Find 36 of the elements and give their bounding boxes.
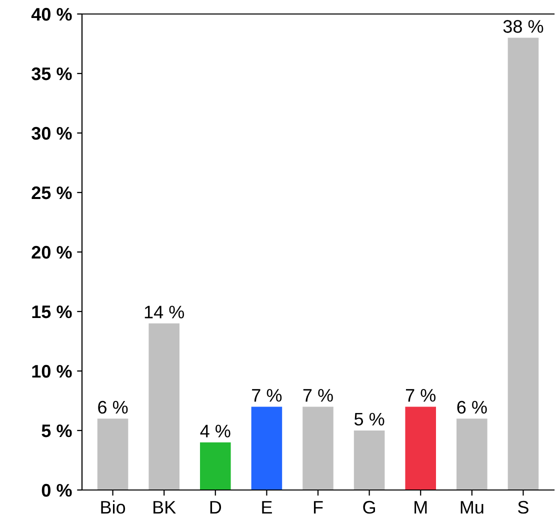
y-tick-label: 35 % (32, 67, 72, 80)
y-tick-label: 40 % (31, 8, 72, 21)
x-tick-label: D (210, 501, 222, 514)
y-tick-label: 15 % (32, 305, 72, 318)
x-tick-label: G (363, 500, 375, 514)
data-label: 6 % (98, 400, 128, 414)
x-tick-label: M (414, 501, 427, 514)
data-label: 4 % (200, 424, 230, 438)
x-tick-label: F (314, 501, 323, 514)
y-tick-label: 25 % (32, 186, 72, 200)
data-label: 6 % (457, 400, 487, 414)
bar (508, 38, 539, 490)
y-tick-label: 0 % (42, 484, 72, 497)
bar (302, 406, 334, 490)
y-tick-label: 5 % (42, 424, 72, 438)
x-tick-label: Mu (460, 501, 484, 514)
data-label: 7 % (303, 389, 333, 402)
data-label: 7 % (406, 389, 436, 402)
data-label: 14 % (144, 306, 184, 318)
bar (354, 430, 385, 490)
x-tick-label: E (262, 501, 272, 514)
data-label: 7 % (252, 389, 282, 402)
y-tick-label: 30 % (32, 126, 72, 140)
x-tick-label: Bio (101, 500, 126, 514)
y-tick-label: 10 % (32, 364, 72, 378)
bar (251, 406, 282, 490)
x-tick-label: S (518, 500, 528, 514)
y-tick-label: 20 % (32, 246, 72, 259)
x-tick-label: BK (154, 501, 176, 514)
data-label: 5 % (354, 412, 384, 426)
bar (200, 442, 231, 490)
bar (97, 418, 128, 490)
bar (148, 323, 180, 490)
bar (456, 418, 488, 490)
data-label: 38 % (503, 20, 544, 33)
bar (405, 406, 436, 490)
